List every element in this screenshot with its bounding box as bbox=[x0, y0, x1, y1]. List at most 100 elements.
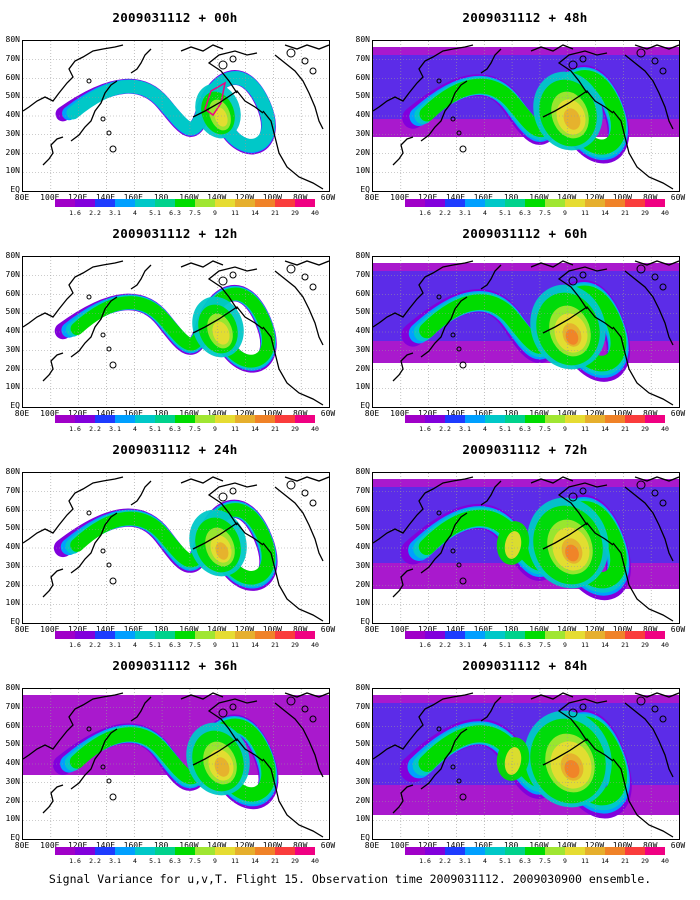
coastline bbox=[23, 692, 124, 760]
lon-tick-label: 120W bbox=[234, 193, 255, 202]
lon-tick-label: 120E bbox=[67, 409, 88, 418]
lat-tick-label: 40N bbox=[355, 758, 370, 767]
lon-tick-label: 140W bbox=[207, 625, 227, 634]
lon-tick-label: 160W bbox=[529, 841, 549, 850]
map-panel-p00: 2009031112 + 00h 80N 70N 60N 50N 40N 30N 20N 10N… bbox=[0, 0, 350, 217]
lon-tick-label: 160W bbox=[529, 625, 549, 634]
lon-tick-label: 180 bbox=[503, 625, 519, 634]
lon-tick-label: 60W bbox=[320, 409, 336, 418]
coastline bbox=[207, 266, 258, 310]
map-frame bbox=[22, 40, 330, 192]
colorbar-swatch bbox=[445, 415, 465, 423]
panel-title: 2009031112 + 48h bbox=[462, 10, 588, 25]
colorbar-level-label: 3.1 bbox=[459, 209, 471, 217]
lon-tick-label: 80W bbox=[642, 409, 658, 418]
coastline bbox=[373, 44, 474, 112]
colorbar-swatch bbox=[115, 847, 135, 855]
lat-tick-label: 10N bbox=[5, 166, 20, 176]
lat-tick-label: 60N bbox=[5, 720, 20, 730]
colorbar-level-label: 40 bbox=[311, 425, 319, 433]
lat-tick-label: EQ bbox=[360, 401, 370, 410]
colorbar-swatch bbox=[405, 847, 425, 855]
colorbar-level-label: 11 bbox=[581, 641, 589, 649]
colorbar-swatch bbox=[405, 631, 425, 639]
map-panel-p24: 2009031112 + 24h 80N 70N 60N 50N 40N 30N 20N 10N… bbox=[0, 432, 350, 649]
colorbar-swatch bbox=[625, 847, 645, 855]
colorbar-swatch bbox=[525, 631, 545, 639]
colorbar-labels: 1.6 2.2 3.1 4 5.1 6.3 7.5 9 11 14 21 29 40 bbox=[405, 209, 669, 217]
lat-tick-label: 80N bbox=[355, 251, 370, 260]
lat-tick-label: 40N bbox=[5, 758, 20, 767]
lat-tick-label: 30N bbox=[5, 128, 20, 138]
coastline bbox=[557, 482, 608, 526]
coastline bbox=[262, 542, 324, 622]
colorbar-swatch bbox=[545, 631, 565, 639]
lat-tick-label: EQ bbox=[360, 833, 370, 842]
coastline bbox=[207, 482, 258, 526]
lon-tick-label: 100W bbox=[262, 625, 282, 634]
colorbar-level-label: 11 bbox=[231, 425, 239, 433]
colorbar-level-label: 3.1 bbox=[459, 425, 471, 433]
lat-tick-label: 20N bbox=[355, 147, 370, 157]
lat-tick-label: 60N bbox=[355, 288, 370, 298]
lon-tick-label: 180 bbox=[153, 841, 169, 850]
colorbar-level-label: 7.5 bbox=[189, 641, 201, 649]
colorbar-level-label: 9 bbox=[213, 425, 217, 433]
colorbar-swatch bbox=[625, 199, 645, 207]
lon-tick-label: 160E bbox=[123, 409, 143, 418]
colorbar-swatch bbox=[275, 199, 295, 207]
colorbar-swatch bbox=[445, 631, 465, 639]
colorbar-level-label: 6.3 bbox=[169, 209, 181, 217]
lon-tick-label: 120E bbox=[67, 193, 88, 202]
coastline bbox=[130, 48, 152, 74]
signal-variance-map bbox=[23, 473, 329, 623]
lon-tick-label: 100W bbox=[612, 625, 632, 634]
colorbar-swatch bbox=[625, 631, 645, 639]
map-panel-p72: 2009031112 + 72h 80N 70N 60N 50N 40N 30N 20N 10N… bbox=[350, 432, 700, 649]
colorbar-swatch bbox=[175, 631, 195, 639]
colorbar-swatch bbox=[645, 199, 665, 207]
lon-tick-label: 120W bbox=[584, 841, 605, 850]
panel-title: 2009031112 + 84h bbox=[462, 658, 588, 673]
colorbar-swatch bbox=[465, 199, 485, 207]
colorbar-level-label: 40 bbox=[661, 425, 669, 433]
colorbar-level-label: 1.6 bbox=[69, 641, 81, 649]
coastline bbox=[42, 136, 64, 166]
coastline bbox=[624, 54, 674, 130]
lon-tick-label: 100E bbox=[390, 841, 410, 850]
coastline bbox=[542, 306, 614, 334]
colorbar-swatch bbox=[465, 631, 485, 639]
lon-tick-label: 120E bbox=[417, 841, 438, 850]
coastline bbox=[192, 306, 264, 334]
colorbar-swatch bbox=[425, 415, 445, 423]
colorbar-level-label: 29 bbox=[291, 209, 299, 217]
colorbar-level-label: 9 bbox=[563, 641, 567, 649]
colorbar-swatch bbox=[175, 415, 195, 423]
lat-tick-label: 50N bbox=[5, 91, 20, 101]
coastline bbox=[284, 692, 329, 698]
coastline bbox=[42, 784, 64, 814]
colorbar-level-label: 3.1 bbox=[109, 425, 121, 433]
lat-tick-label: 30N bbox=[355, 560, 370, 570]
lon-tick-label: 100W bbox=[262, 841, 282, 850]
colorbar-swatch bbox=[405, 415, 425, 423]
lat-tick-label: 50N bbox=[355, 523, 370, 533]
lon-tick-label: 160E bbox=[473, 625, 493, 634]
lon-tick-label: 160E bbox=[473, 193, 493, 202]
colorbar-swatch bbox=[485, 199, 505, 207]
lon-tick-label: 120E bbox=[417, 193, 438, 202]
colorbar-level-label: 21 bbox=[271, 209, 279, 217]
colorbar-level-label: 4 bbox=[483, 209, 487, 217]
coastline bbox=[23, 260, 124, 328]
lon-tick-label: 140E bbox=[445, 841, 466, 850]
coastline bbox=[612, 110, 674, 190]
lat-tick-label: EQ bbox=[360, 185, 370, 194]
colorbar-swatch bbox=[645, 415, 665, 423]
colorbar-level-label: 1.6 bbox=[419, 641, 431, 649]
lon-tick-label: 100E bbox=[390, 409, 410, 418]
colorbar-swatch bbox=[625, 415, 645, 423]
colorbar-level-label: 9 bbox=[563, 857, 567, 865]
colorbar-level-label: 14 bbox=[251, 641, 259, 649]
lon-tick-label: 80E bbox=[364, 841, 380, 850]
colorbar-level-label: 29 bbox=[291, 857, 299, 865]
